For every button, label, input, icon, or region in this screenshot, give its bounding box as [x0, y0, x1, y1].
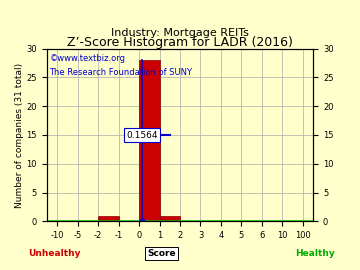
Bar — [98, 216, 118, 221]
Bar — [159, 216, 180, 221]
Text: The Research Foundation of SUNY: The Research Foundation of SUNY — [49, 68, 193, 77]
Y-axis label: Number of companies (31 total): Number of companies (31 total) — [15, 62, 24, 208]
Text: Unhealthy: Unhealthy — [28, 249, 81, 258]
Text: ©www.textbiz.org: ©www.textbiz.org — [49, 54, 126, 63]
Title: Z’-Score Histogram for LADR (2016): Z’-Score Histogram for LADR (2016) — [67, 36, 293, 49]
Text: 0.1564: 0.1564 — [126, 130, 158, 140]
Text: Industry: Mortgage REITs: Industry: Mortgage REITs — [111, 28, 249, 38]
Bar — [139, 60, 159, 221]
Text: Score: Score — [147, 249, 176, 258]
Text: Healthy: Healthy — [295, 249, 334, 258]
